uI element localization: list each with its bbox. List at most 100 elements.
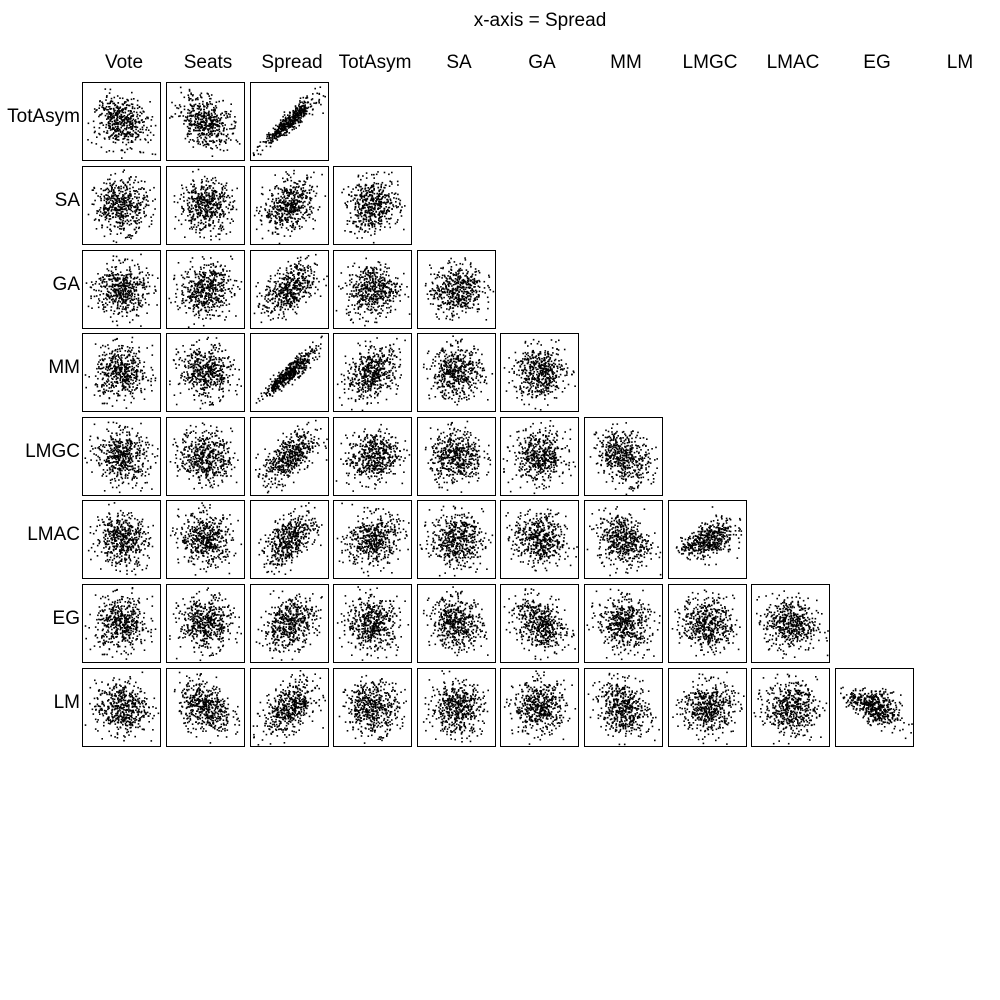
data-point	[293, 211, 295, 214]
data-point	[117, 109, 119, 112]
data-point	[306, 176, 309, 179]
data-point	[353, 197, 356, 200]
data-point	[188, 211, 191, 213]
data-point	[119, 115, 121, 118]
data-point	[355, 194, 357, 197]
data-point	[308, 296, 311, 298]
data-point	[141, 201, 144, 203]
data-point	[295, 192, 298, 194]
data-point	[372, 210, 374, 213]
data-point	[286, 202, 289, 204]
data-point	[190, 111, 192, 114]
data-point	[293, 284, 296, 287]
data-point	[312, 228, 315, 230]
data-point	[197, 212, 200, 215]
data-point	[223, 297, 225, 299]
column-label-mm: MM	[584, 52, 668, 74]
data-point	[277, 269, 279, 272]
data-point	[187, 215, 189, 217]
data-point	[220, 264, 222, 267]
data-point	[300, 114, 303, 116]
data-point	[296, 285, 299, 287]
data-point	[131, 198, 134, 200]
data-point	[293, 301, 296, 304]
data-point	[277, 302, 280, 304]
data-point	[193, 105, 195, 108]
data-point	[371, 173, 373, 176]
data-point	[200, 283, 202, 286]
data-point	[188, 209, 190, 212]
data-point	[131, 319, 134, 321]
data-point	[135, 226, 138, 229]
data-point	[214, 197, 216, 200]
data-point	[211, 197, 214, 199]
data-point	[112, 141, 115, 143]
data-point	[377, 196, 379, 198]
data-point	[141, 126, 144, 129]
data-point	[256, 146, 259, 148]
data-point	[107, 202, 110, 204]
data-point	[355, 224, 358, 227]
data-point	[200, 280, 203, 282]
data-point	[102, 102, 104, 105]
data-point	[203, 202, 206, 204]
data-point	[397, 198, 400, 200]
data-point	[136, 306, 139, 309]
data-point	[131, 135, 134, 137]
data-point	[299, 256, 302, 259]
data-point	[219, 194, 222, 196]
data-point	[302, 213, 304, 216]
data-point	[123, 308, 126, 310]
data-point	[379, 207, 381, 210]
data-point	[188, 295, 190, 298]
data-point	[226, 128, 228, 131]
data-point	[118, 284, 120, 287]
data-point	[109, 199, 112, 201]
data-point	[142, 280, 145, 282]
data-point	[120, 212, 122, 215]
data-point	[299, 180, 301, 183]
data-point	[181, 184, 183, 187]
data-point	[273, 288, 275, 291]
data-point	[126, 281, 128, 284]
data-point	[206, 119, 208, 122]
data-point	[129, 123, 131, 125]
data-point	[210, 127, 213, 129]
data-point	[119, 121, 121, 123]
data-point	[313, 277, 315, 280]
data-point	[275, 304, 278, 307]
data-point	[205, 309, 208, 312]
data-point	[145, 267, 148, 269]
data-point	[253, 312, 256, 315]
data-point	[212, 123, 215, 125]
data-point	[300, 275, 303, 278]
data-point	[214, 292, 216, 295]
data-point	[142, 277, 145, 279]
data-point	[390, 181, 393, 183]
data-point	[368, 201, 370, 204]
data-point	[130, 273, 133, 275]
data-point	[227, 133, 229, 136]
data-point	[108, 285, 110, 288]
data-point	[122, 119, 124, 121]
column-label-spread: Spread	[250, 52, 334, 74]
data-point	[219, 282, 222, 285]
data-point	[200, 212, 203, 214]
data-point	[121, 130, 124, 133]
data-point	[362, 221, 365, 223]
data-point	[296, 190, 299, 192]
data-point	[294, 218, 296, 220]
data-point	[130, 223, 133, 225]
data-point	[132, 114, 134, 117]
data-point	[314, 195, 317, 197]
data-point	[219, 140, 221, 143]
panel-frame	[166, 250, 245, 329]
data-point	[122, 292, 125, 294]
data-point	[139, 283, 141, 285]
data-point	[291, 116, 293, 118]
data-point	[192, 310, 195, 313]
data-point	[285, 295, 288, 298]
data-point	[387, 209, 389, 212]
data-point	[207, 284, 209, 286]
data-point	[119, 180, 122, 182]
